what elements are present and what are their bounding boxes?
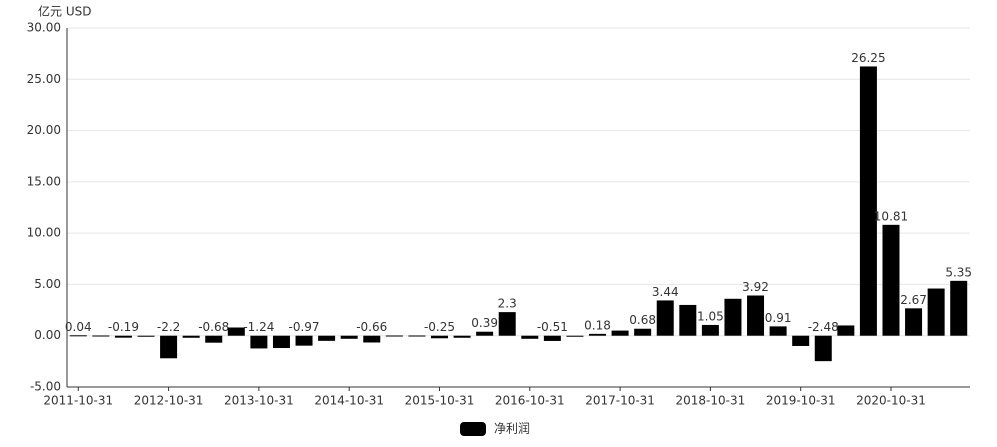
data-label: 2.67 — [900, 293, 927, 307]
bar — [272, 335, 290, 349]
x-tick-label: 2020-10-31 — [856, 394, 926, 408]
x-tick-label: 2015-10-31 — [405, 394, 475, 408]
data-label: -1.24 — [243, 320, 274, 334]
y-tick-label: 25.00 — [27, 72, 61, 86]
bar — [634, 328, 652, 336]
bar — [950, 280, 968, 336]
bar — [521, 335, 539, 339]
bar — [385, 335, 403, 337]
y-tick-label: 30.00 — [27, 21, 61, 35]
data-label: 2.3 — [498, 297, 517, 311]
x-tick-label: 2018-10-31 — [676, 394, 746, 408]
bar — [160, 335, 178, 359]
x-tick-label: 2014-10-31 — [314, 394, 384, 408]
data-label: 3.92 — [742, 280, 769, 294]
bar — [792, 335, 810, 346]
bar — [340, 335, 358, 339]
data-label: -2.48 — [808, 320, 839, 334]
bar — [137, 335, 155, 337]
data-label: -0.66 — [356, 320, 387, 334]
data-label: -0.25 — [424, 320, 455, 334]
data-label: -0.68 — [198, 320, 229, 334]
data-label: 0.04 — [65, 320, 92, 334]
bar — [430, 335, 448, 339]
legend-swatch — [460, 422, 486, 436]
data-label: 10.81 — [874, 209, 908, 223]
bar — [453, 335, 471, 338]
bar — [205, 335, 223, 343]
legend-label: 净利润 — [494, 422, 530, 436]
bar — [927, 288, 945, 336]
bar — [92, 335, 110, 337]
bar — [250, 335, 268, 349]
data-label: -0.19 — [108, 320, 139, 334]
x-tick-label: 2019-10-31 — [766, 394, 836, 408]
y-axis-label: 亿元 USD — [38, 4, 91, 19]
bar — [318, 335, 336, 341]
data-label: 5.35 — [945, 265, 972, 279]
y-tick-label: 5.00 — [34, 277, 61, 291]
data-label: 26.25 — [851, 51, 885, 65]
bar — [182, 335, 200, 338]
bar — [543, 335, 561, 341]
data-label: -0.97 — [289, 320, 320, 334]
bar — [114, 335, 132, 338]
y-tick-label: 0.00 — [34, 328, 61, 342]
data-label: 0.39 — [471, 316, 498, 330]
x-tick-label: 2013-10-31 — [224, 394, 294, 408]
bar — [498, 312, 516, 336]
data-label: 0.91 — [765, 311, 792, 325]
bar — [611, 330, 629, 336]
bar — [701, 324, 719, 336]
y-tick-label: 15.00 — [27, 174, 61, 188]
y-tick-label: 10.00 — [27, 226, 61, 240]
bar — [679, 304, 697, 336]
bar — [295, 335, 313, 346]
data-label: 3.44 — [652, 285, 679, 299]
bar — [747, 295, 765, 336]
bar — [566, 335, 584, 337]
bar — [837, 325, 855, 336]
bar — [814, 335, 832, 362]
data-label: 0.68 — [629, 313, 656, 327]
data-label: -2.2 — [157, 320, 180, 334]
bar — [859, 66, 877, 336]
data-label: -0.51 — [537, 320, 568, 334]
x-tick-label: 2017-10-31 — [585, 394, 655, 408]
data-label: 0.18 — [584, 318, 611, 332]
x-tick-label: 2016-10-31 — [495, 394, 565, 408]
bar — [769, 326, 787, 336]
bar — [408, 335, 426, 337]
bar — [905, 308, 923, 336]
y-tick-label: 20.00 — [27, 123, 61, 137]
bar — [227, 327, 245, 336]
x-tick-label: 2012-10-31 — [134, 394, 204, 408]
data-label: 1.05 — [697, 309, 724, 323]
bar — [656, 300, 674, 336]
y-tick-label: -5.00 — [30, 380, 61, 394]
bar — [589, 333, 607, 336]
x-tick-label: 2011-10-31 — [43, 394, 113, 408]
bar — [724, 298, 742, 336]
bar — [363, 335, 381, 343]
bar — [476, 331, 494, 336]
bar — [882, 224, 900, 336]
bar — [69, 335, 87, 337]
